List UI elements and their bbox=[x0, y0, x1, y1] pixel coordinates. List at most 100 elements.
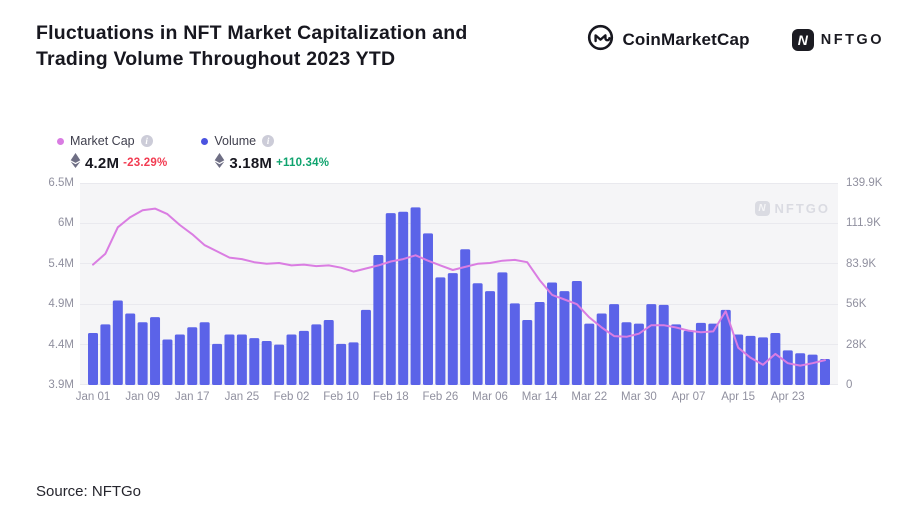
volume-bar[interactable] bbox=[584, 323, 595, 385]
market-cap-info-icon[interactable]: i bbox=[140, 135, 153, 147]
volume-bar[interactable] bbox=[236, 334, 247, 385]
market-cap-dot bbox=[57, 137, 64, 145]
volume-bar[interactable] bbox=[174, 334, 185, 385]
volume-bar[interactable] bbox=[509, 303, 520, 385]
coinmarketcap-logo: CoinMarketCap bbox=[587, 24, 750, 56]
chart-canvas[interactable] bbox=[80, 183, 838, 385]
volume-bar[interactable] bbox=[795, 353, 806, 385]
volume-bar[interactable] bbox=[621, 322, 632, 385]
volume-bar[interactable] bbox=[596, 313, 607, 385]
x-axis-label: Mar 06 bbox=[472, 391, 508, 403]
volume-bar[interactable] bbox=[733, 334, 744, 385]
volume-bar[interactable] bbox=[472, 283, 483, 385]
x-axis-label: Mar 30 bbox=[620, 391, 657, 403]
volume-bar[interactable] bbox=[820, 359, 830, 385]
volume-bar[interactable] bbox=[286, 334, 297, 385]
y-axis-right-label: 0 bbox=[846, 379, 853, 391]
volume-bar[interactable] bbox=[497, 272, 508, 385]
y-axis-right-label: 139.9K bbox=[846, 177, 883, 189]
volume-bar[interactable] bbox=[336, 343, 347, 385]
y-axis-left-label: 5.4M bbox=[48, 257, 74, 270]
volume-bar[interactable] bbox=[360, 309, 371, 385]
nftgo-logo: N NFTGO bbox=[791, 29, 884, 51]
volume-bar[interactable] bbox=[658, 304, 669, 385]
coinmarketcap-wordmark: CoinMarketCap bbox=[622, 30, 750, 49]
volume-bar[interactable] bbox=[348, 342, 359, 385]
volume-bar[interactable] bbox=[199, 322, 210, 385]
volume-bar[interactable] bbox=[683, 330, 694, 385]
volume-bar[interactable] bbox=[720, 309, 731, 385]
volume-bar[interactable] bbox=[249, 338, 260, 385]
volume-bar[interactable] bbox=[435, 277, 446, 385]
volume-bar[interactable] bbox=[422, 233, 433, 385]
x-axis-label: Jan 17 bbox=[174, 391, 210, 403]
page-title: Fluctuations in NFT Market Capitalizatio… bbox=[36, 20, 468, 72]
volume-bar[interactable] bbox=[137, 322, 148, 385]
x-axis-label: Mar 14 bbox=[521, 391, 558, 403]
nftgo-watermark-text: NFTGO bbox=[774, 201, 830, 216]
x-axis-label: Feb 26 bbox=[422, 391, 459, 403]
volume-bar[interactable] bbox=[633, 323, 644, 385]
chart-legend: Market Cap i 4.2M -23.29% Volume i bbox=[57, 134, 329, 173]
x-axis-label: Feb 18 bbox=[372, 391, 409, 403]
legend-item-market-cap[interactable]: Market Cap i 4.2M -23.29% bbox=[57, 134, 167, 173]
volume-bar[interactable] bbox=[88, 333, 98, 385]
volume-bar[interactable] bbox=[100, 324, 111, 385]
volume-bar[interactable] bbox=[770, 333, 781, 385]
volume-bar[interactable] bbox=[571, 281, 582, 385]
volume-bar[interactable] bbox=[671, 324, 682, 385]
volume-bar[interactable] bbox=[274, 344, 285, 385]
y-axis-right-label: 111.9K bbox=[846, 217, 881, 230]
chart-plot-area[interactable] bbox=[80, 183, 838, 385]
volume-bar[interactable] bbox=[224, 334, 235, 385]
volume-bar[interactable] bbox=[745, 335, 756, 385]
volume-bar[interactable] bbox=[373, 255, 384, 385]
volume-bar[interactable] bbox=[460, 249, 471, 385]
x-axis-label: Apr 23 bbox=[770, 391, 805, 403]
nftgo-wordmark: NFTGO bbox=[820, 32, 884, 48]
volume-bar[interactable] bbox=[311, 324, 322, 385]
volume-bar[interactable] bbox=[410, 207, 421, 385]
volume-bar[interactable] bbox=[298, 330, 309, 385]
volume-bar[interactable] bbox=[385, 213, 396, 385]
volume-bar[interactable] bbox=[125, 313, 136, 385]
volume-bar[interactable] bbox=[112, 300, 123, 385]
volume-bar[interactable] bbox=[547, 282, 558, 385]
market-cap-line[interactable] bbox=[92, 207, 826, 367]
volume-info-icon[interactable]: i bbox=[262, 135, 275, 147]
volume-bar[interactable] bbox=[559, 291, 570, 385]
volume-bar[interactable] bbox=[187, 327, 198, 385]
y-axis-left-label: 4.4M bbox=[48, 338, 74, 351]
x-axis-label: Jan 25 bbox=[224, 391, 260, 403]
source-attribution: Source: NFTGo bbox=[36, 483, 142, 500]
volume-bar[interactable] bbox=[695, 322, 706, 385]
y-axis-right-label: 28K bbox=[846, 338, 867, 351]
volume-bar[interactable] bbox=[485, 291, 496, 385]
volume-bar[interactable] bbox=[782, 350, 793, 385]
x-axis-label: Jan 01 bbox=[75, 391, 111, 403]
volume-bar[interactable] bbox=[708, 323, 719, 385]
volume-bar[interactable] bbox=[609, 304, 620, 385]
volume-bar[interactable] bbox=[162, 339, 173, 385]
volume-bar[interactable] bbox=[447, 273, 458, 385]
volume-bar[interactable] bbox=[398, 211, 409, 385]
y-axis-left-label: 6.5M bbox=[48, 177, 74, 189]
volume-dot bbox=[201, 137, 209, 145]
volume-bar[interactable] bbox=[807, 354, 818, 385]
volume-label: Volume bbox=[214, 134, 257, 148]
volume-bar[interactable] bbox=[261, 340, 272, 385]
volume-bar[interactable] bbox=[150, 317, 161, 385]
volume-bar[interactable] bbox=[646, 304, 657, 385]
x-axis-label: Feb 10 bbox=[323, 391, 360, 403]
volume-bar[interactable] bbox=[534, 301, 545, 385]
nftgo-watermark: N NFTGO bbox=[754, 201, 831, 216]
volume-bar[interactable] bbox=[323, 320, 334, 385]
legend-item-volume[interactable]: Volume i 3.18M +110.34% bbox=[201, 134, 329, 173]
page-title-line1: Fluctuations in NFT Market Capitalizatio… bbox=[36, 22, 468, 44]
volume-bar[interactable] bbox=[757, 337, 768, 385]
volume-bar[interactable] bbox=[212, 343, 223, 385]
volume-bar[interactable] bbox=[522, 320, 533, 385]
page-title-line2: Trading Volume Throughout 2023 YTD bbox=[36, 48, 396, 70]
eth-icon bbox=[214, 153, 225, 173]
